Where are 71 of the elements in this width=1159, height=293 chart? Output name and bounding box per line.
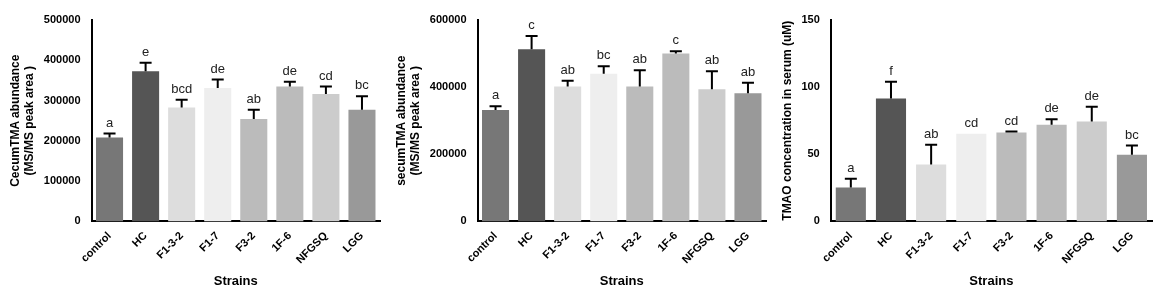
annotation: c [528, 17, 536, 33]
bar [1076, 121, 1107, 222]
x-axis-title: Strains [213, 272, 258, 288]
bar [204, 88, 232, 222]
bar [1116, 154, 1147, 222]
annotation: e [141, 43, 150, 59]
annotation: ab [246, 90, 262, 106]
bar [698, 89, 726, 222]
y-tick-label: 100000 [43, 174, 81, 187]
x-axis-title: Strains [599, 272, 644, 288]
annotation: ab [923, 125, 939, 141]
annotation: c [672, 32, 680, 48]
y-tick-label: 150 [801, 13, 820, 26]
annotation: ab [704, 52, 720, 68]
annotation: bc [1125, 126, 1140, 142]
x-axis-title: Strains [969, 272, 1014, 288]
annotation: cd [964, 114, 979, 130]
bar [518, 49, 546, 222]
annotation: de [1084, 87, 1099, 103]
y-tick-label: 50 [807, 147, 820, 160]
annotation: de [210, 60, 225, 76]
annotation: cd [319, 67, 333, 83]
bar [482, 109, 510, 222]
bar [626, 86, 654, 222]
bar [554, 86, 582, 222]
y-tick-label: 0 [460, 214, 467, 227]
bar [168, 107, 196, 222]
annotation: ab [632, 51, 648, 67]
bar [96, 137, 124, 222]
bar [875, 98, 907, 222]
annotation: a [491, 87, 500, 103]
y-tick-label: 400000 [429, 80, 467, 93]
y-tick-label: 400000 [43, 53, 81, 66]
y-tick-label: 300000 [43, 93, 81, 106]
bar [590, 73, 618, 222]
annotation: cd [1004, 112, 1019, 128]
x-tick-label: HC [129, 229, 150, 249]
annotation: bcd [171, 80, 193, 96]
bar [835, 187, 866, 222]
y-axis-title: CecumTMA abundance (MS/MS peak area ) [7, 54, 36, 187]
bar [996, 132, 1027, 222]
bar [240, 119, 268, 222]
bar [276, 86, 304, 222]
annotation: bc [596, 47, 612, 63]
bar [662, 53, 690, 222]
annotation: bc [355, 77, 370, 93]
bar [734, 93, 762, 222]
y-tick-label: 0 [74, 214, 81, 227]
y-tick-label: 100 [801, 80, 820, 93]
annotation: a [105, 114, 114, 130]
annotation: f [889, 62, 894, 78]
y-tick-label: 200000 [429, 147, 467, 160]
bar [348, 109, 376, 222]
y-axis-title: secumTMA abundance (MS/MS peak area ) [393, 55, 422, 186]
annotation: de [1044, 100, 1059, 116]
bar [312, 94, 340, 222]
annotation: de [282, 62, 298, 78]
bar [916, 164, 947, 222]
y-tick-label: 600000 [429, 13, 467, 26]
bar [956, 133, 987, 222]
annotation: ab [560, 61, 575, 77]
x-tick-label: HC [874, 229, 895, 249]
y-tick-label: 0 [813, 214, 820, 227]
bar [1036, 124, 1067, 222]
x-tick-label: HC [515, 229, 536, 249]
annotation: ab [740, 63, 756, 79]
annotation: a [847, 159, 856, 175]
bar [132, 71, 160, 222]
y-tick-label: 500000 [43, 13, 81, 26]
y-axis-title: TMAO concentration in serum (uM) [779, 20, 794, 221]
y-tick-label: 200000 [43, 133, 81, 146]
